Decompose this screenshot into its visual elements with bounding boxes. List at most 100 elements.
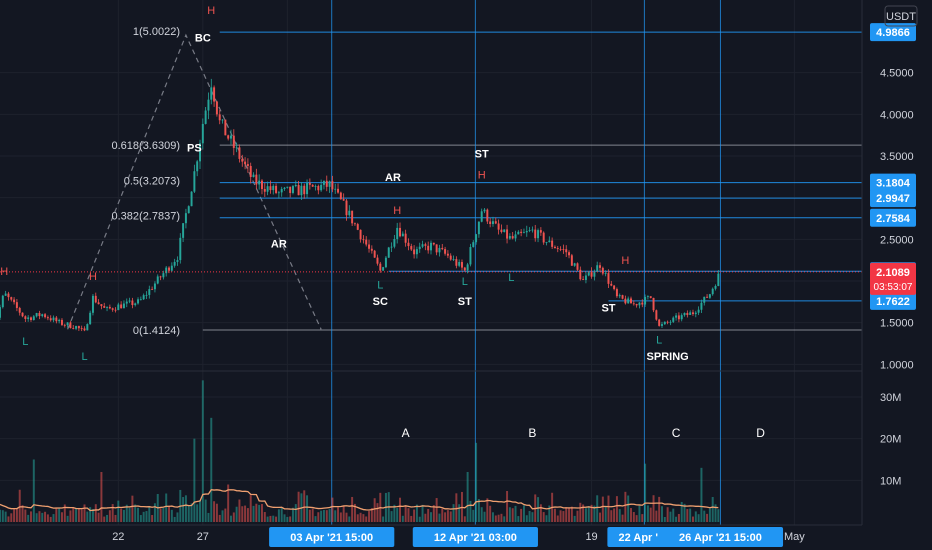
volume-bar <box>291 507 294 522</box>
volume-phase-label: C <box>672 426 681 440</box>
candle-body <box>246 164 249 166</box>
candle-body <box>60 319 63 325</box>
candle-body <box>275 185 278 193</box>
volume-ma-line <box>0 489 719 512</box>
volume-tick-label: 10M <box>880 475 901 487</box>
annotation-event: AR <box>385 172 401 184</box>
volume-bar <box>435 498 438 522</box>
candle-body <box>108 306 111 309</box>
candle-body <box>156 276 159 284</box>
candle-body <box>666 321 669 323</box>
candle-body <box>615 289 618 297</box>
current-price-tag <box>870 262 916 295</box>
volume-bar <box>539 504 542 522</box>
volume-bar <box>230 515 232 522</box>
candle-body <box>142 295 145 300</box>
candle-body <box>714 285 717 289</box>
candle-body <box>266 186 269 192</box>
time-tick-label: 19 <box>585 531 597 543</box>
volume-bar <box>44 511 47 522</box>
candle-body <box>314 186 317 187</box>
candle-body <box>461 262 463 268</box>
candle-body <box>652 297 655 311</box>
volume-bar <box>148 506 151 522</box>
candle-body <box>339 192 342 200</box>
volume-bar <box>303 490 306 522</box>
volume-tick-label: 30M <box>880 392 901 404</box>
candle-body <box>548 240 551 243</box>
volume-bar <box>486 498 489 522</box>
volume-bar <box>714 504 717 522</box>
volume-bar <box>27 514 30 522</box>
candle-body <box>706 296 709 298</box>
candle-body <box>570 255 573 266</box>
candle-body <box>311 184 314 187</box>
price-tag-label: 2.9947 <box>876 193 910 205</box>
price-axis[interactable]: 1.00001.50002.00002.50003.00003.50004.00… <box>861 0 932 550</box>
volume-bar <box>517 516 520 522</box>
volume-bar <box>1 510 4 522</box>
candle-body <box>348 210 351 216</box>
candle-body <box>587 271 590 276</box>
volume-bar <box>7 516 10 522</box>
candle-body <box>297 184 300 196</box>
annotation-event: ST <box>601 303 615 315</box>
volume-bar <box>576 510 579 522</box>
candle-body <box>458 262 461 266</box>
candle-body <box>441 247 444 250</box>
candle-body <box>649 296 652 298</box>
candle-body <box>345 200 348 216</box>
candle-body <box>218 114 221 121</box>
fib-level-label: 0.5(3.2073) <box>124 175 180 187</box>
volume-bar <box>404 506 407 522</box>
volume-bar <box>677 513 680 522</box>
candle-body <box>613 285 616 290</box>
volume-bar <box>565 507 568 522</box>
volume-bar <box>525 515 528 522</box>
candle-body <box>489 221 492 224</box>
candle-body <box>525 231 528 233</box>
candle-body <box>44 314 47 318</box>
candle-body <box>204 110 207 124</box>
annotation-high: H <box>207 5 215 17</box>
candle-body <box>599 265 602 268</box>
volume-bar <box>35 513 38 522</box>
candle-body <box>83 328 86 331</box>
volume-bar <box>376 503 379 522</box>
candle-body <box>201 123 204 144</box>
volume-bar <box>446 510 449 522</box>
annotation-event: AR <box>271 239 287 251</box>
vertical-markers[interactable] <box>331 0 721 525</box>
volume-bar <box>427 508 430 522</box>
candle-body <box>80 328 83 330</box>
candle-body <box>686 312 689 315</box>
volume-bar <box>103 516 106 522</box>
volume-bar <box>542 512 545 522</box>
volume-bar <box>680 501 683 522</box>
volume-bar <box>18 489 21 522</box>
candle-body <box>235 147 238 149</box>
volume-bar <box>697 514 700 522</box>
current-price-label: 2.1089 <box>876 267 910 279</box>
candle-body <box>30 317 32 320</box>
candle-body <box>193 171 196 192</box>
volume-bar <box>511 508 514 522</box>
candle-body <box>331 181 334 190</box>
candle-body <box>337 188 340 193</box>
candle-body <box>69 322 72 329</box>
fib-labels: 1(5.0022) 0.618(3.6309) 0.5(3.2073) 0.382(2… <box>112 26 181 337</box>
time-highlight-box <box>412 527 538 547</box>
candle-body <box>91 295 94 313</box>
candle-body <box>170 265 173 271</box>
currency-badge[interactable]: USDT <box>884 5 918 27</box>
volume-bar <box>337 507 340 522</box>
volume-bar <box>706 513 709 522</box>
volume-bar <box>520 508 523 522</box>
candle-body <box>520 231 523 233</box>
candle-body <box>542 232 545 243</box>
volume-bar <box>373 498 376 522</box>
volume-bar <box>472 509 475 522</box>
volume-bar <box>297 491 300 522</box>
